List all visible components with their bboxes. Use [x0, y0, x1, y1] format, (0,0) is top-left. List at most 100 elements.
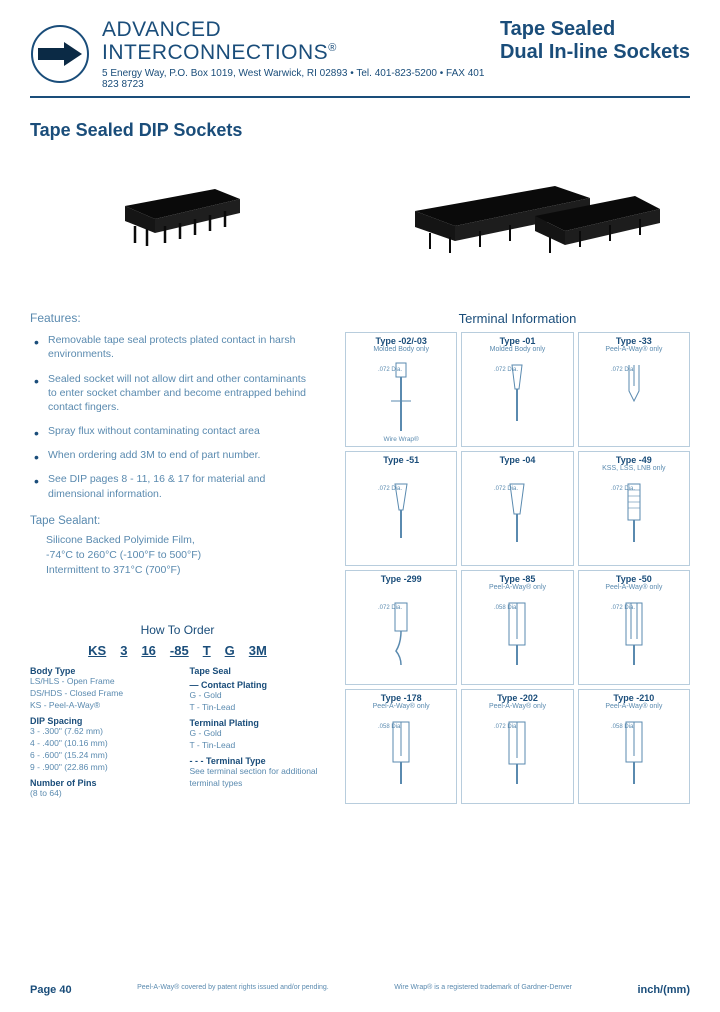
main-content: Features: Removable tape seal protects p…: [30, 311, 690, 804]
feature-item: Spray flux without contaminating contact…: [48, 424, 325, 438]
terminal-subtitle: Molded Body only: [465, 346, 569, 353]
header-divider: [30, 96, 690, 98]
terminal-plating-item: G - Gold: [190, 728, 326, 740]
title-line2: Dual In-line Sockets: [500, 41, 690, 64]
terminal-subtitle: Peel-A-Way® only: [465, 703, 569, 710]
company-name-line1: ADVANCED: [102, 18, 500, 41]
body-type-item: DS/HDS - Closed Frame: [30, 688, 178, 700]
dip-spacing-item: 6 - .600" (15.24 mm): [30, 750, 178, 762]
terminal-type-label: Type -51: [349, 455, 453, 465]
svg-text:.072 Dia.: .072 Dia.: [611, 486, 635, 492]
features-list: Removable tape seal protects plated cont…: [30, 333, 325, 501]
footnote-2: Wire Wrap® is a registered trademark of …: [394, 984, 572, 996]
terminal-drawing: .072 Dia.: [462, 357, 572, 442]
contact-plating-item: G - Gold: [190, 690, 326, 702]
tape-sealant-body: Silicone Backed Polyimide Film, -74°C to…: [30, 533, 325, 579]
terminal-cell: Type -210Peel-A-Way® only .058 Dia.: [578, 689, 690, 804]
terminal-type-label: Type -33: [582, 336, 686, 346]
terminal-drawing: .072 Dia.: [346, 357, 456, 442]
terminal-drawing: .072 Dia.: [346, 595, 456, 680]
page-number: Page 40: [30, 984, 72, 996]
company-logo: [30, 24, 90, 84]
num-pins-item: (8 to 64): [30, 788, 178, 800]
terminal-drawing: .072 Dia.: [346, 476, 456, 561]
body-type-label: Body Type: [30, 666, 178, 676]
contact-plating-label: — Contact Plating: [190, 680, 326, 690]
terminal-footnote: Wire Wrap®: [346, 436, 456, 443]
terminal-drawing: .058 Dia.: [579, 714, 689, 799]
code-part: G: [225, 643, 235, 658]
terminal-type-label: Type -202: [465, 693, 569, 703]
order-code: KS 3 16 -85 T G 3M: [30, 643, 325, 658]
right-column: Terminal Information Type -02/-03Molded …: [345, 311, 690, 804]
section-title: Tape Sealed DIP Sockets: [30, 120, 690, 141]
svg-text:.072 Dia.: .072 Dia.: [611, 367, 635, 373]
terminal-subtitle: Peel-A-Way® only: [465, 584, 569, 591]
terminal-subtitle: Peel-A-Way® only: [582, 584, 686, 591]
terminal-type-label: Type -178: [349, 693, 453, 703]
terminal-type-label: Type -01: [465, 336, 569, 346]
terminal-subtitle: KSS, LSS, LNB only: [582, 465, 686, 472]
svg-text:.072 Dia.: .072 Dia.: [494, 724, 518, 730]
terminal-cell: Type -178Peel-A-Way® only .058 Dia.: [345, 689, 457, 804]
contact-plating-item: T - Tin-Lead: [190, 702, 326, 714]
company-name-line2: INTERCONNECTIONS®: [102, 41, 500, 64]
order-legend: Body Type LS/HLS - Open Frame DS/HDS - C…: [30, 662, 325, 799]
terminal-cell: Type -02/-03Molded Body only.072 Dia.Wir…: [345, 332, 457, 447]
terminal-cell: Type -85Peel-A-Way® only .058 Dia.: [461, 570, 573, 685]
tape-sealant-heading: Tape Sealant:: [30, 515, 325, 527]
product-image-left: [30, 171, 340, 266]
terminal-type-label: Type -49: [582, 455, 686, 465]
order-legend-right: Tape Seal — Contact Plating G - Gold T -…: [178, 662, 326, 799]
page-footer: Page 40 Peel-A-Way® covered by patent ri…: [30, 984, 690, 996]
title-line1: Tape Sealed: [500, 18, 690, 41]
terminal-cell: Type -01Molded Body only .072 Dia.: [461, 332, 573, 447]
feature-item: Sealed socket will not allow dirt and ot…: [48, 372, 325, 415]
terminal-type-label: Type -85: [465, 574, 569, 584]
terminal-drawing: .072 Dia.: [462, 476, 572, 561]
terminal-type-item: See terminal section for additional term…: [190, 766, 326, 790]
terminal-cell: Type -04.072 Dia.: [461, 451, 573, 566]
body-type-item: KS - Peel-A-Way®: [30, 700, 178, 712]
terminal-type-label: Type -50: [582, 574, 686, 584]
terminal-drawing: .058 Dia.: [462, 595, 572, 680]
feature-item: See DIP pages 8 - 11, 16 & 17 for materi…: [48, 472, 325, 500]
svg-text:.072 Dia.: .072 Dia.: [378, 367, 402, 373]
features-heading: Features:: [30, 311, 325, 325]
code-part: 16: [141, 643, 155, 658]
svg-text:.072 Dia.: .072 Dia.: [378, 605, 402, 611]
company-name-block: ADVANCED INTERCONNECTIONS® 5 Energy Way,…: [102, 18, 500, 90]
svg-text:.058 Dia.: .058 Dia.: [494, 605, 518, 611]
svg-text:.072 Dia.: .072 Dia.: [494, 486, 518, 492]
terminal-cell: Type -299.072 Dia.: [345, 570, 457, 685]
terminal-drawing: .072 Dia.: [462, 714, 572, 799]
terminal-cell: Type -49KSS, LSS, LNB only .072 Dia.: [578, 451, 690, 566]
terminal-subtitle: Molded Body only: [349, 346, 453, 353]
terminal-drawing: .072 Dia.: [579, 476, 689, 561]
code-part: 3M: [249, 643, 267, 658]
page-header: ADVANCED INTERCONNECTIONS® 5 Energy Way,…: [30, 18, 690, 90]
terminal-cell: Type -50Peel-A-Way® only .072 Dia.: [578, 570, 690, 685]
dip-spacing-item: 4 - .400" (10.16 mm): [30, 738, 178, 750]
left-column: Features: Removable tape seal protects p…: [30, 311, 325, 804]
num-pins-label: Number of Pins: [30, 778, 178, 788]
code-part: 3: [120, 643, 127, 658]
svg-text:.058 Dia.: .058 Dia.: [611, 724, 635, 730]
terminal-type-label: - - - Terminal Type: [190, 756, 326, 766]
terminal-cell: Type -202Peel-A-Way® only .072 Dia.: [461, 689, 573, 804]
svg-text:.058 Dia.: .058 Dia.: [378, 724, 402, 730]
order-legend-left: Body Type LS/HLS - Open Frame DS/HDS - C…: [30, 662, 178, 799]
feature-item: When ordering add 3M to end of part numb…: [48, 448, 325, 462]
dip-spacing-item: 9 - .900" (22.86 mm): [30, 762, 178, 774]
product-image-row: [30, 171, 690, 266]
code-part: T: [203, 643, 211, 658]
code-part: KS: [88, 643, 106, 658]
dip-spacing-label: DIP Spacing: [30, 716, 178, 726]
terminal-subtitle: Peel-A-Way® only: [349, 703, 453, 710]
terminal-type-label: Type -210: [582, 693, 686, 703]
terminal-plating-item: T - Tin-Lead: [190, 740, 326, 752]
terminal-drawing: .072 Dia.: [579, 595, 689, 680]
terminal-subtitle: Peel-A-Way® only: [582, 703, 686, 710]
how-to-order-block: How To Order KS 3 16 -85 T G 3M Body Typ…: [30, 623, 325, 799]
product-image-right: [380, 171, 690, 266]
